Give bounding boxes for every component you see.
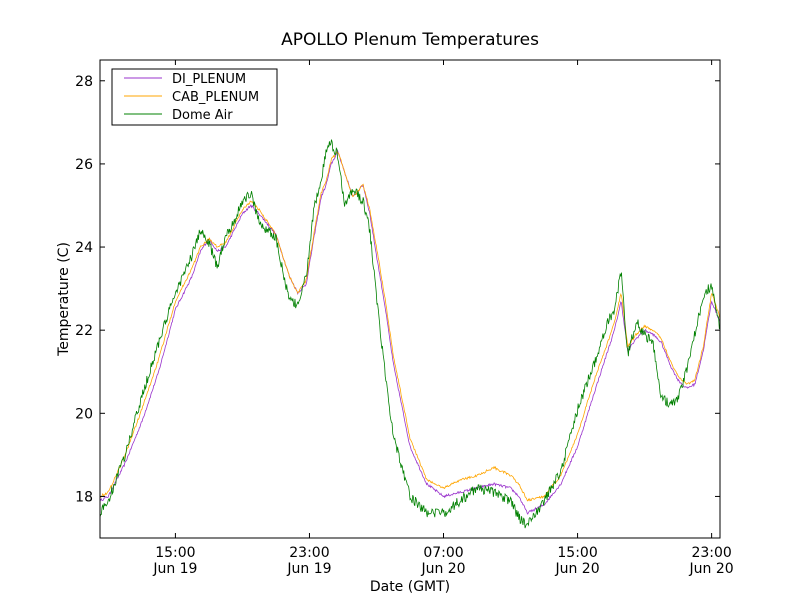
plot-frame — [99, 59, 721, 539]
x-tick-label-date: Jun 20 — [420, 561, 465, 577]
x-tick-label-time: 07:00 — [423, 545, 463, 561]
legend-label-dome-air: Dome Air — [172, 108, 233, 123]
x-tick-label-time: 23:00 — [691, 545, 731, 561]
y-tick-label: 18 — [75, 489, 93, 505]
x-tick-label-time: 15:00 — [155, 545, 195, 561]
y-tick-label: 28 — [75, 74, 93, 90]
y-tick-label: 26 — [75, 157, 93, 173]
y-tick-label: 24 — [75, 240, 93, 256]
x-tick-label-date: Jun 20 — [554, 561, 599, 577]
legend-label-cab-plenum: CAB_PLENUM — [172, 90, 259, 105]
x-tick-label-time: 15:00 — [557, 545, 597, 561]
x-tick-label-date: Jun 20 — [689, 561, 734, 577]
legend-box — [111, 68, 278, 126]
x-tick-label-date: Jun 19 — [152, 561, 197, 577]
x-axis-label: Date (GMT) — [370, 579, 450, 595]
legend: DI_PLENUM CAB_PLENUM Dome Air — [111, 68, 278, 126]
series-line-di-plenum — [99, 149, 721, 515]
legend-label-di-plenum: DI_PLENUM — [172, 72, 246, 87]
x-tick-label-time: 23:00 — [289, 545, 329, 561]
chart-title: APOLLO Plenum Temperatures — [281, 30, 539, 50]
x-tick-label-date: Jun 19 — [286, 561, 331, 577]
y-tick-label: 20 — [75, 406, 93, 422]
y-tick-label: 22 — [75, 323, 93, 339]
y-axis-label: Temperature (C) — [56, 242, 72, 357]
series-line-dome-air — [99, 139, 721, 529]
series-line-cab-plenum — [99, 150, 721, 502]
series-lines — [99, 139, 721, 529]
